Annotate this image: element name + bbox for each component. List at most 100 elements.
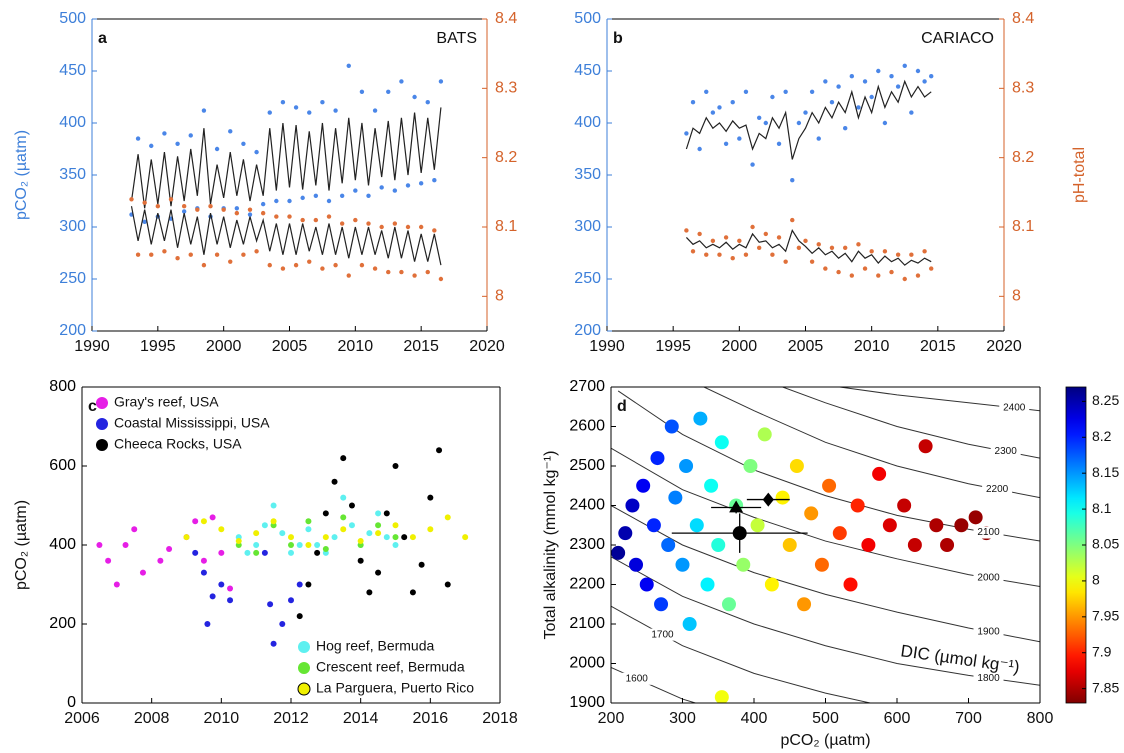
y-tick-label: 2400 [569,497,605,514]
data-point [313,217,319,223]
data-point [188,133,193,138]
data-point [353,217,358,223]
data-point [843,126,848,131]
y-tick-label: 350 [574,166,601,183]
data-point [379,185,384,190]
data-point [340,514,347,521]
data-point [392,463,399,469]
data-point [711,538,726,552]
x-tick-label: 200 [598,710,625,727]
data-point [254,249,259,254]
data-point [717,105,722,110]
data-point [320,266,325,271]
contour-label: 2000 [977,573,1000,584]
x-tick-label: 1995 [140,338,176,355]
x-tick-label: 2008 [134,710,170,727]
panel-label: a [98,30,107,47]
data-point [135,136,141,141]
x-tick-label: 2010 [854,338,890,355]
data-point [654,597,669,612]
data-point [241,252,246,257]
data-point [856,242,861,247]
contour-label: 1900 [977,626,1000,637]
data-point [929,266,934,271]
data-point [234,210,240,216]
y-tick-label: 200 [59,322,86,339]
data-point [832,526,847,541]
data-point [690,100,696,105]
data-point [850,498,865,513]
data-point [730,256,735,261]
data-point [895,84,901,89]
data-point [322,534,329,541]
contour-line [703,387,1040,499]
data-point [142,200,147,205]
y-tick-label: 200 [49,615,76,632]
contour-line [611,556,1040,686]
data-point [307,110,312,115]
data-point [162,131,167,136]
contour-line [617,390,1040,542]
panel-label: d [617,398,627,415]
data-point [181,204,187,209]
data-point [629,557,644,572]
panel-label: c [88,398,97,415]
plot-area [611,387,1040,703]
data-point [401,534,408,541]
data-point [168,197,174,202]
data-point [714,435,729,450]
contour-label-bg [973,571,1004,584]
data-point [261,522,268,529]
data-point [366,193,371,198]
data-point [149,143,154,149]
data-point [228,259,233,264]
x-tick-label: 2015 [403,338,439,355]
data-point [954,518,969,533]
data-point [392,534,399,541]
contour-line [611,505,1040,643]
data-point [723,235,729,240]
y2-tick-label: 8 [1012,288,1021,305]
data-point [209,593,216,600]
data-point [770,252,775,257]
data-point [750,162,755,167]
data-point [639,577,654,592]
colorbar-tick-label: 8.15 [1092,464,1119,480]
y-axis-label: pCO₂ (µatm) [13,130,30,220]
data-point [326,198,332,204]
data-point [814,557,829,572]
data-point [247,212,253,217]
x-tick-label: 500 [812,710,839,727]
data-point [386,89,391,95]
panel-title: BATS [436,30,477,47]
contour-label-bg [647,628,678,641]
contour-label-bg [621,672,652,685]
data-point [375,569,382,576]
data-point [697,146,702,152]
data-point [968,510,983,525]
x-tick-label: 2005 [788,338,824,355]
data-point [763,231,768,237]
y-tick-label: 250 [574,270,601,287]
legend-label: Gray's reef, USA [114,394,219,410]
contour-label: 1600 [626,673,649,684]
data-point [287,198,292,204]
data-point [763,120,768,126]
data-point [296,613,303,620]
contour-label-bg [973,672,1004,685]
y-tick-label: 400 [574,114,601,131]
data-point [809,259,815,264]
data-point [296,542,303,548]
colorbar-tick-label: 7.9 [1092,643,1112,659]
data-point [305,581,312,588]
data-point [770,94,775,100]
data-point [444,514,451,521]
data-point [204,621,211,627]
y-tick-label: 2700 [569,378,605,395]
x-tick-label: 600 [884,710,911,727]
data-point [200,557,207,564]
data-point [372,266,378,271]
y-tick-label: 350 [59,166,86,183]
data-point [743,89,749,95]
